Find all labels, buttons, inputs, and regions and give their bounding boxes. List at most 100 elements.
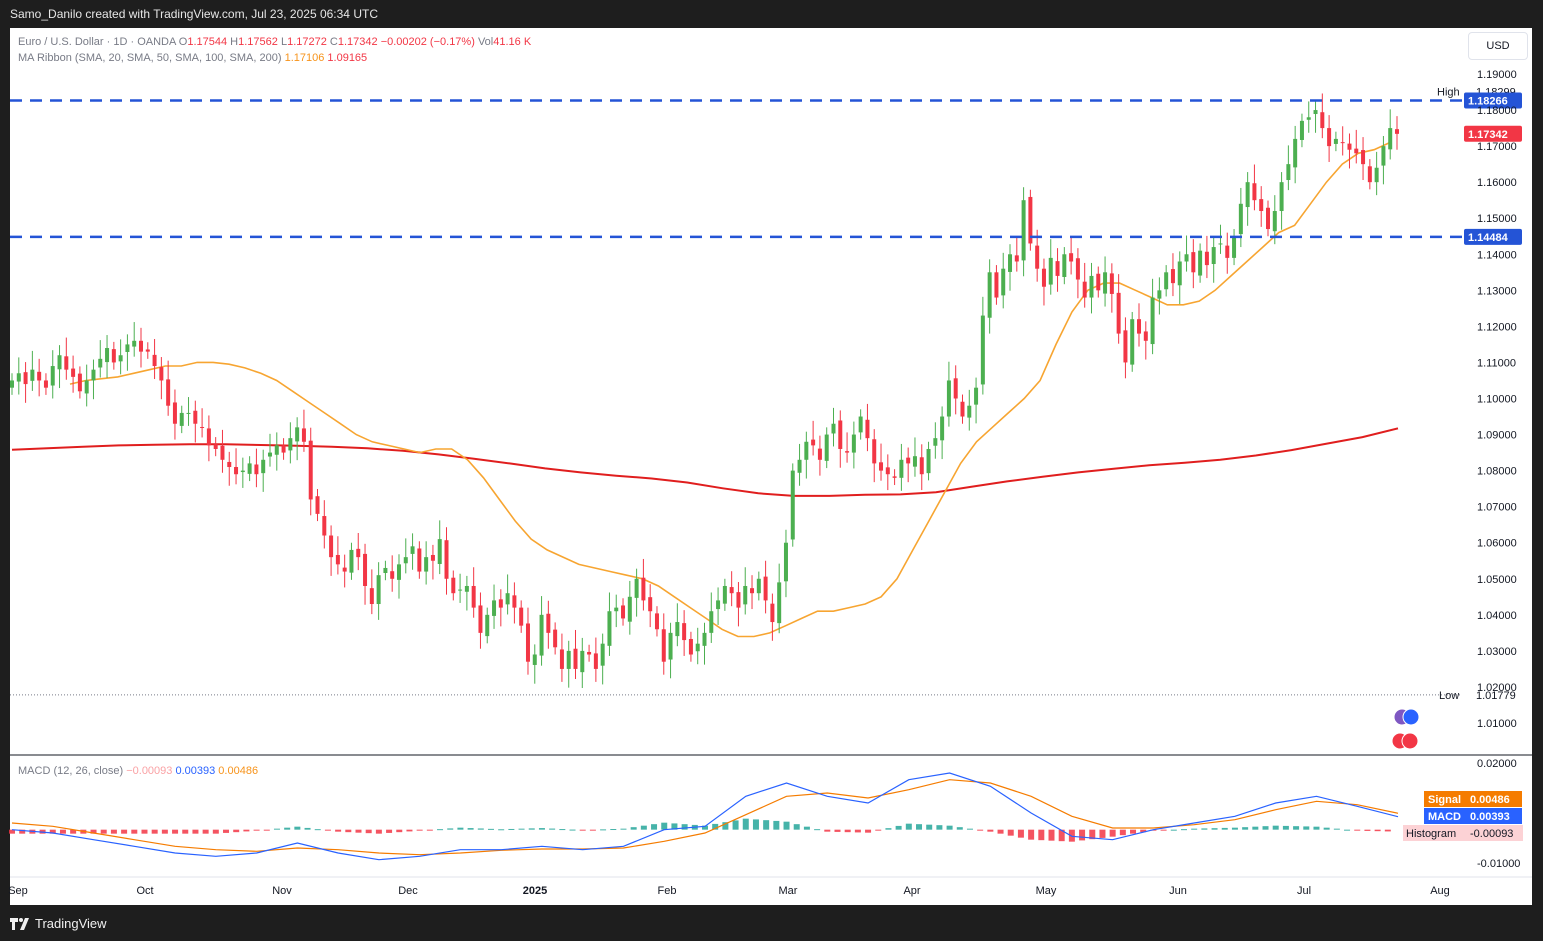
candle-up [824,434,829,461]
candle-down [661,629,666,662]
candle-down [817,448,822,460]
price-tick-label: 1.05000 [1477,574,1517,586]
candle-up [1184,254,1189,262]
macd-histogram-bar [202,829,209,834]
candle-up [240,470,245,473]
candle-down [811,439,816,446]
candle-up [1381,146,1386,166]
candle-down [1320,112,1325,129]
macd-histogram-bar [1017,829,1024,838]
macd-hist-value: −0.00093 [126,765,173,777]
candle-up [1286,164,1291,181]
candle-up [179,412,184,426]
macd-label: MACD (12, 26, close) [18,765,124,777]
macd-histogram-bar [559,829,566,831]
candle-up [403,557,408,564]
last-price-tag: 1.17342 [1468,129,1508,141]
macd-histogram-bar [946,825,953,830]
macd-histogram-bar [121,829,128,834]
macd-histogram-bar [59,829,66,834]
candle-up [125,344,130,352]
candle-down [1123,330,1128,363]
resistance-level-tag-bg [1464,92,1522,109]
macd-histogram-bar [620,828,627,830]
candle-up [1062,254,1067,277]
candle-down [220,445,225,460]
candle-down [648,597,653,612]
macd-histogram-bar [1262,826,1269,830]
candle-down [281,445,286,453]
macd-histogram-bar [854,829,861,833]
macd-histogram-bar [1344,829,1351,831]
candle-down [315,496,320,514]
candle-up [532,654,537,665]
macd-histogram-bar [538,828,545,830]
candle-up [485,614,490,637]
macd-histogram-bar [1242,827,1249,830]
open-value: 1.17544 [187,36,228,48]
candle-up [458,589,463,591]
macd-histogram-bar [253,829,260,831]
macd-histogram-bar [365,829,372,834]
candle-down [64,356,69,370]
candle-down [1075,258,1080,280]
macd-histogram-bar [1221,827,1228,830]
macd-histogram-bar [844,829,851,833]
macd-histogram-bar [355,829,362,833]
candle-down [301,428,306,442]
candle-down [885,467,890,475]
macd-histogram-bar [589,829,596,831]
macd-histogram-bar [1354,829,1361,831]
histogram-tag-label: Histogram [1406,828,1456,840]
candle-up [118,355,123,362]
macd-histogram-bar [273,828,280,830]
candle-up [851,434,856,453]
candle-up [600,643,605,666]
macd-histogram-bar [345,829,352,833]
candle-up [539,614,544,656]
candle-down [193,410,198,424]
macd-histogram-bar [1252,826,1259,830]
macd-histogram-bar [182,829,189,834]
candle-up [105,348,110,363]
currency-button[interactable]: USD [1468,32,1528,60]
macd-signal-value: 0.00486 [218,765,259,777]
support-level-tag-bg [1464,228,1522,245]
macd-histogram-bar [335,829,342,832]
candle-up [777,582,782,624]
candle-up [1232,236,1237,258]
candle-down [23,372,28,385]
candle-down [145,349,150,352]
candle-up [926,448,931,474]
macd-histogram-bar [100,829,107,834]
candle-down [559,649,564,669]
time-axis-label: Sep [8,885,28,897]
macd-histogram-bar [70,829,77,834]
candle-up [261,459,266,474]
candle-down [960,401,965,417]
macd-histogram-bar [416,829,423,831]
candle-up [1238,203,1243,235]
candle-up [790,470,795,540]
candle-down [573,648,578,669]
candle-down [71,368,76,377]
macd-histogram-bar [926,824,933,830]
macd-histogram-bar [1170,829,1177,831]
price-tick-label: 1.13000 [1477,285,1517,297]
candle-down [953,378,958,399]
candle-down [159,367,164,381]
candle-up [1299,120,1304,140]
candle-up [247,463,252,474]
macd-histogram-bar [263,829,270,831]
macd-histogram-bar [314,829,321,831]
macd-histogram-bar [1180,829,1187,831]
candle-up [912,456,917,467]
candle-down [763,576,768,601]
candle-down [1055,261,1060,276]
candle-down [77,373,82,392]
price-tick-label: 1.01000 [1477,718,1517,730]
macd-histogram-bar [294,826,301,830]
candle-down [478,605,483,633]
candle-up [722,585,727,604]
